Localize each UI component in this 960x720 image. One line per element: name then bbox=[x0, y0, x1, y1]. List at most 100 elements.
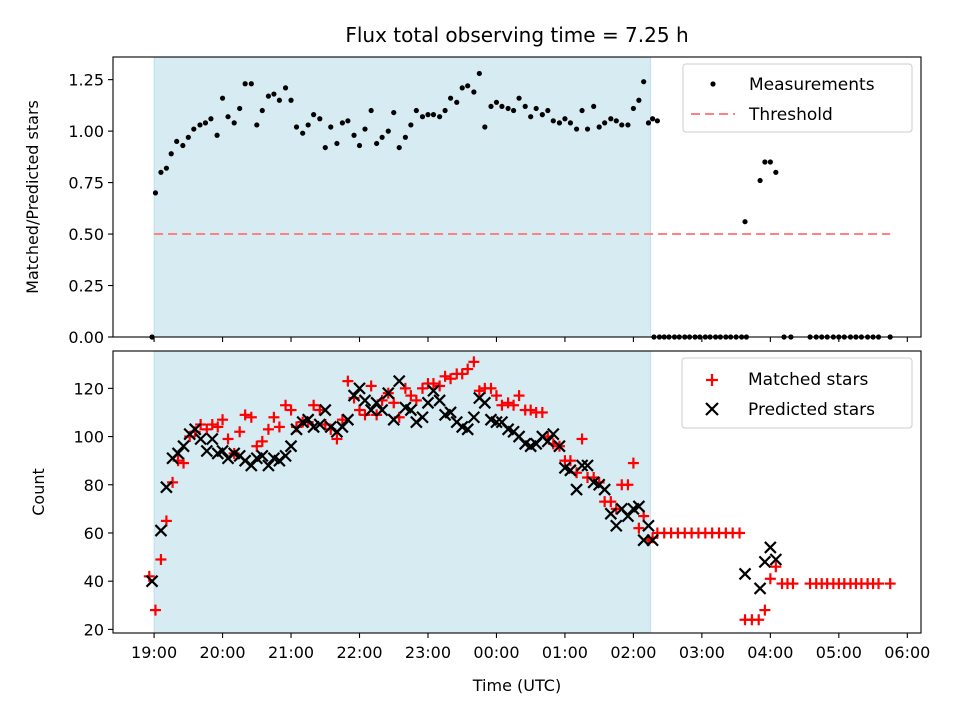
measurements-point-68 bbox=[533, 105, 539, 112]
predicted-stars-point-9 bbox=[200, 444, 214, 458]
matched-stars-point-22 bbox=[268, 411, 280, 423]
measurements-point-55 bbox=[459, 85, 465, 91]
predicted-stars-point-39 bbox=[370, 396, 383, 410]
measurements-point-31 bbox=[322, 144, 328, 151]
measurements-point-85 bbox=[630, 105, 637, 112]
measurements-point-73 bbox=[562, 116, 568, 122]
predicted-stars-point-42 bbox=[387, 413, 401, 426]
bottom-legend: Matched stars Predicted stars bbox=[681, 357, 913, 429]
measurements-point-113 bbox=[767, 159, 773, 165]
predicted-stars-point-92 bbox=[764, 541, 777, 554]
matched-stars-point-25 bbox=[285, 404, 297, 416]
measurements-point-110 bbox=[742, 219, 748, 225]
matched-stars-point-62 bbox=[496, 399, 508, 411]
matched-stars-point-58 bbox=[473, 385, 485, 397]
measurements-point-59 bbox=[482, 124, 488, 130]
matched-stars-point-67 bbox=[525, 404, 537, 416]
predicted-stars-point-0 bbox=[145, 574, 159, 588]
y-tick-label: 0.00 bbox=[68, 328, 104, 347]
measurements-point-2 bbox=[158, 169, 164, 175]
predicted-stars-point-73 bbox=[564, 464, 577, 477]
measurements-point-64 bbox=[510, 107, 517, 114]
measurements-point-51 bbox=[437, 114, 443, 120]
matched-stars-point-55 bbox=[456, 368, 468, 380]
matched-stars-point-1 bbox=[149, 604, 161, 616]
measurements-point-26 bbox=[293, 124, 300, 130]
predicted-stars-point-17 bbox=[245, 459, 258, 472]
predicted-stars-point-49 bbox=[427, 384, 440, 398]
matched-stars-point-33 bbox=[331, 433, 343, 445]
measurements-point-4 bbox=[168, 151, 174, 157]
measurements-point-19 bbox=[254, 122, 260, 128]
measurements-point-62 bbox=[499, 103, 505, 110]
matched-stars-point-57 bbox=[468, 356, 480, 368]
predicted-stars-point-88 bbox=[646, 533, 659, 547]
x-tick-label: 00:00 bbox=[473, 643, 519, 662]
measurements-point-114 bbox=[773, 169, 779, 175]
y-tick-label: 80 bbox=[84, 476, 104, 495]
legend-matched-marker bbox=[706, 374, 718, 386]
predicted-stars-point-43 bbox=[392, 374, 406, 388]
measurements-point-61 bbox=[493, 99, 500, 105]
matched-stars-point-21 bbox=[262, 423, 274, 435]
predicted-stars-point-85 bbox=[632, 500, 646, 513]
x-axis-label: Time (UTC) bbox=[472, 676, 561, 695]
measurements-point-47 bbox=[413, 107, 419, 114]
x-tick-label: 03:00 bbox=[679, 643, 725, 662]
matched-stars-point-64 bbox=[508, 399, 520, 411]
measurements-point-39 bbox=[368, 107, 374, 114]
matched-stars-point-65 bbox=[513, 390, 525, 402]
predicted-stars-point-52 bbox=[444, 406, 457, 419]
measurements-point-84 bbox=[625, 122, 631, 128]
matched-stars-point-86 bbox=[633, 522, 645, 534]
predicted-stars-point-35 bbox=[347, 389, 361, 402]
predicted-stars-point-4 bbox=[171, 447, 185, 460]
predicted-stars-point-24 bbox=[284, 439, 298, 453]
predicted-stars-point-41 bbox=[381, 386, 395, 400]
measurements-point-24 bbox=[282, 85, 289, 91]
matched-stars-point-24 bbox=[280, 399, 292, 411]
predicted-stars-point-37 bbox=[358, 394, 372, 407]
top-plot-frame bbox=[112, 56, 922, 338]
bottom-y-axis-label: Count bbox=[29, 468, 48, 516]
bottom-scatter-points bbox=[143, 356, 896, 626]
legend-predicted-label: Predicted stars bbox=[748, 400, 875, 420]
legend-measurements-marker bbox=[710, 81, 716, 87]
predicted-stars-point-5 bbox=[177, 439, 190, 453]
measurements-point-9 bbox=[197, 122, 203, 128]
matched-stars-point-12 bbox=[212, 421, 224, 433]
matched-stars-point-108 bbox=[770, 561, 782, 573]
measurements-point-83 bbox=[619, 122, 625, 128]
measurements-point-21 bbox=[265, 93, 272, 99]
x-tick-label: 21:00 bbox=[268, 643, 314, 662]
matched-stars-point-74 bbox=[564, 455, 576, 467]
measurements-point-37 bbox=[356, 142, 363, 149]
measurements-point-80 bbox=[602, 120, 608, 126]
predicted-stars-point-83 bbox=[621, 509, 635, 523]
matched-stars-point-6 bbox=[178, 457, 190, 469]
matched-stars-point-11 bbox=[206, 419, 218, 431]
predicted-stars-point-70 bbox=[547, 427, 560, 441]
predicted-stars-point-90 bbox=[753, 582, 767, 595]
predicted-stars-point-93 bbox=[769, 553, 783, 566]
measurements-point-58 bbox=[476, 70, 482, 77]
predicted-stars-point-50 bbox=[433, 394, 446, 407]
measurements-point-10 bbox=[202, 120, 209, 126]
y-tick-label: 120 bbox=[73, 379, 104, 398]
measurements-point-74 bbox=[567, 120, 574, 126]
predicted-stars-point-23 bbox=[279, 449, 292, 463]
matched-stars-point-102 bbox=[734, 527, 746, 539]
predicted-stars-point-29 bbox=[313, 418, 327, 431]
top-scatter-points bbox=[149, 70, 893, 340]
matched-stars-point-2 bbox=[155, 553, 167, 565]
x-tick-label: 22:00 bbox=[336, 643, 382, 662]
matched-stars-point-48 bbox=[417, 382, 429, 394]
matched-stars-point-18 bbox=[245, 411, 257, 423]
measurements-point-41 bbox=[379, 134, 385, 140]
matched-stars-point-61 bbox=[490, 390, 502, 402]
measurements-point-50 bbox=[430, 112, 437, 118]
measurements-point-20 bbox=[259, 107, 265, 114]
measurements-point-88 bbox=[645, 120, 652, 126]
predicted-stars-point-69 bbox=[541, 435, 555, 448]
